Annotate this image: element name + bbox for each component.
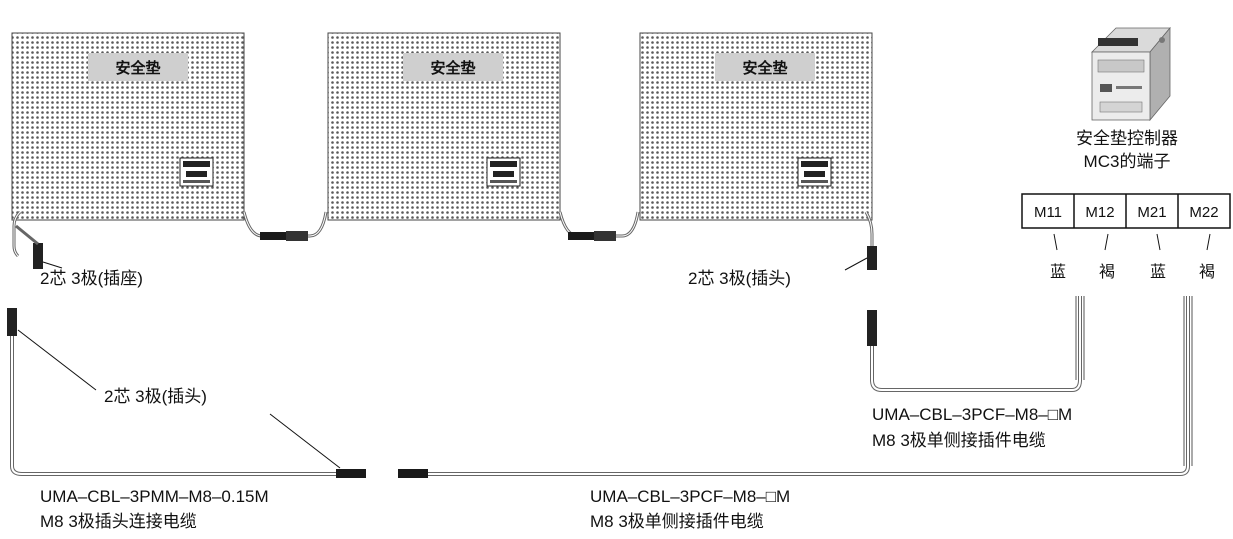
mat-label-bg (403, 53, 503, 81)
pcf-cable-upper (867, 296, 1085, 392)
terminal-m11: M11 (1034, 204, 1062, 221)
mat-label-bg (715, 53, 815, 81)
mat-title: 安全垫 (115, 59, 160, 77)
socket-connector (33, 243, 43, 269)
pcf-cable-lower (398, 296, 1193, 478)
left-mat-lead (12, 210, 63, 269)
pcf-lower-desc: M8 3极单侧接插件电缆 (590, 512, 764, 531)
terminal-block: M11 M12 M21 M22 (1021, 193, 1231, 251)
terminal-m12: M12 (1085, 204, 1114, 221)
wire-color-m11: 蓝 (1050, 262, 1066, 281)
connector-socket (286, 231, 308, 241)
pmm-cable (7, 308, 366, 478)
pmm-model: UMA–CBL–3PMM–M8–0.15M (40, 487, 269, 506)
wire-color-m12: 褐 (1099, 262, 1115, 281)
safety-mat-3: 安全垫 (639, 32, 873, 221)
connector-plug (568, 232, 594, 240)
connector-socket (594, 231, 616, 241)
plug-label-middle: 2芯 3极(插头) (104, 387, 207, 406)
mat-title: 安全垫 (742, 59, 787, 77)
terminal-m22: M22 (1189, 204, 1218, 221)
mat-link-1-2 (242, 211, 328, 241)
plug-connector (867, 246, 877, 270)
cable-connector (867, 310, 877, 346)
controller-title-line1: 安全垫控制器 (1076, 129, 1178, 148)
wire-color-m22: 褐 (1199, 262, 1215, 281)
safety-mat-2: 安全垫 (327, 32, 561, 221)
socket-label-left: 2芯 3极(插座) (40, 269, 143, 288)
cable-connector-top (7, 308, 17, 336)
pcf-upper-model: UMA–CBL–3PCF–M8–□M (872, 405, 1072, 424)
mat-nameplate (486, 157, 521, 187)
mat-nameplate (179, 157, 214, 187)
right-mat-lead (844, 211, 877, 271)
cable-connector (398, 469, 428, 478)
cable-connector-end (336, 469, 366, 478)
pmm-desc: M8 3极插头连接电缆 (40, 512, 197, 531)
pcf-upper-desc: M8 3极单侧接插件电缆 (872, 431, 1046, 450)
controller-device (1091, 26, 1171, 122)
terminal-m21: M21 (1137, 204, 1166, 221)
mat-title: 安全垫 (430, 59, 475, 77)
pcf-lower-model: UMA–CBL–3PCF–M8–□M (590, 487, 790, 506)
mat-link-2-3 (558, 211, 640, 241)
wire-color-m21: 蓝 (1150, 262, 1166, 281)
connector-plug (260, 232, 286, 240)
controller-title-line2: MC3的端子 (1084, 152, 1171, 171)
plug-label-right: 2芯 3极(插头) (688, 269, 791, 288)
safety-mat-1: 安全垫 (11, 32, 245, 221)
mat-label-bg (88, 53, 188, 81)
mat-nameplate (797, 157, 832, 187)
